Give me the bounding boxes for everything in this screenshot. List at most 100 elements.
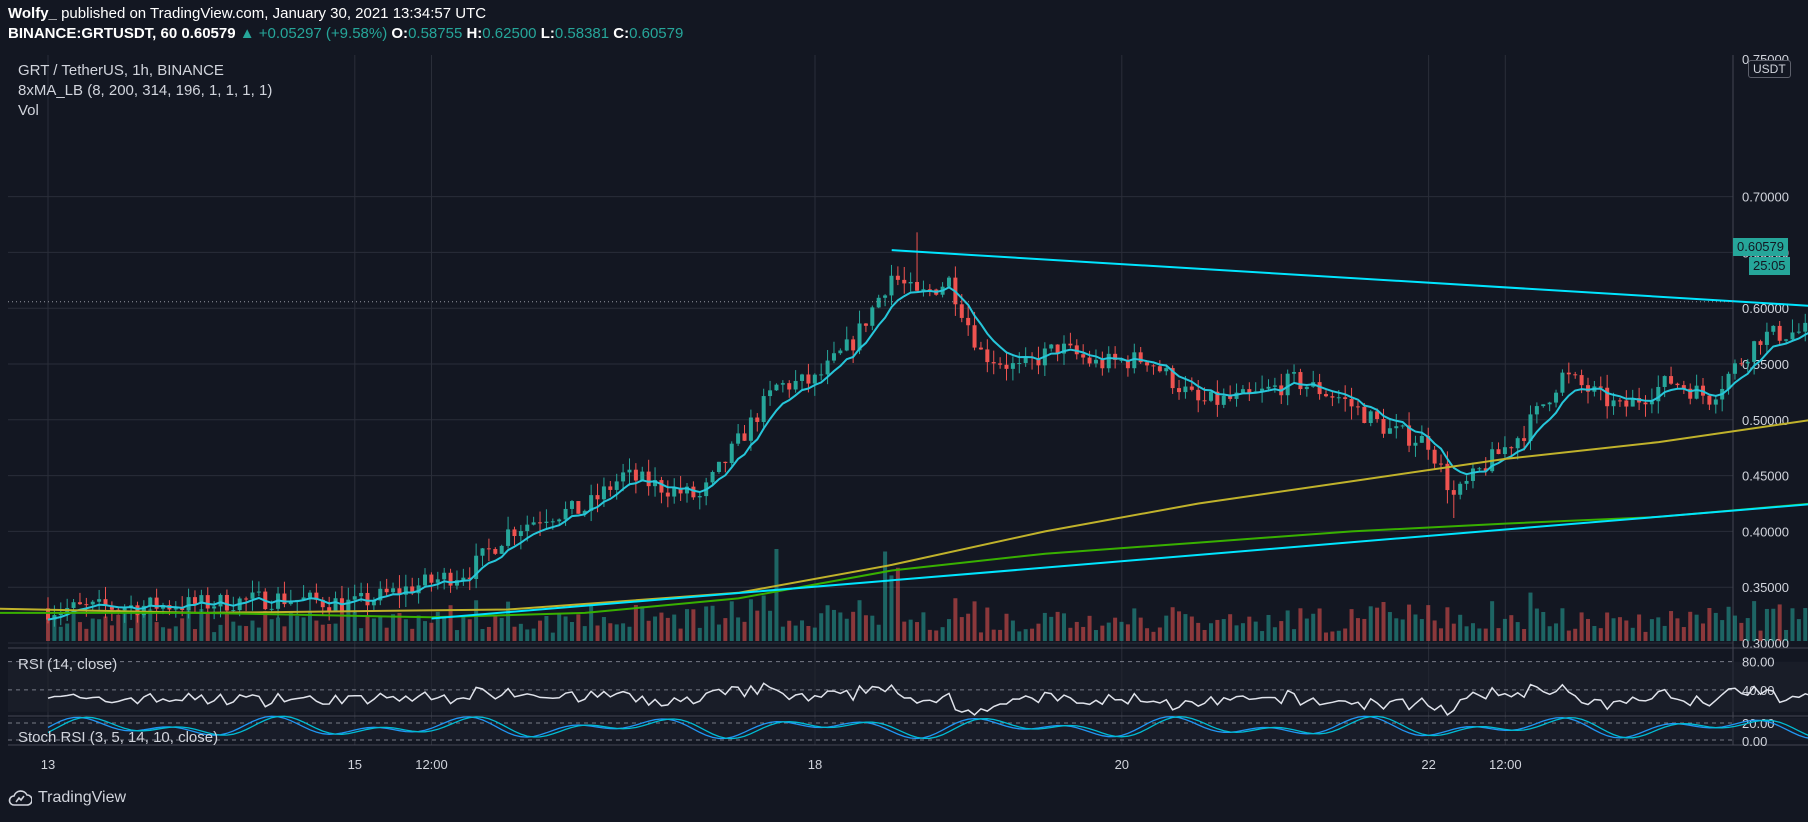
candle-body bbox=[716, 461, 721, 472]
candle-body bbox=[1605, 387, 1610, 407]
volume-bar bbox=[282, 626, 287, 641]
volume-bar bbox=[486, 626, 491, 641]
volume-bar bbox=[1509, 615, 1514, 641]
candle-body bbox=[1624, 400, 1629, 407]
volume-bar bbox=[538, 620, 543, 641]
candle-body bbox=[627, 469, 632, 473]
candle-body bbox=[135, 605, 140, 616]
currency-label[interactable]: USDT bbox=[1748, 60, 1791, 78]
candle-body bbox=[863, 323, 868, 326]
volume-bar bbox=[921, 612, 926, 641]
volume-bar bbox=[276, 617, 281, 641]
volume-bar bbox=[691, 609, 696, 641]
candle-body bbox=[601, 486, 606, 500]
volume-bar bbox=[550, 632, 555, 641]
candle-body bbox=[1643, 402, 1648, 405]
candle-body bbox=[1049, 344, 1054, 349]
time-tick-label: 13 bbox=[41, 757, 55, 772]
volume-bar bbox=[1739, 622, 1744, 641]
rsi-level-label: 80.00 bbox=[1742, 655, 1775, 670]
candle-body bbox=[359, 592, 364, 597]
descending-trendline bbox=[891, 249, 1808, 307]
candle-body bbox=[742, 433, 747, 441]
volume-bar bbox=[416, 615, 421, 641]
volume-bar bbox=[653, 616, 658, 641]
stoch-band bbox=[8, 718, 1808, 740]
price-tick-label: 0.50000 bbox=[1742, 413, 1789, 428]
volume-bar bbox=[1330, 631, 1335, 641]
candle-body bbox=[1400, 425, 1405, 427]
volume-bar bbox=[863, 615, 868, 641]
candle-body bbox=[1560, 372, 1565, 393]
publisher-name[interactable]: Wolfy_ bbox=[8, 5, 57, 22]
volume-bar bbox=[442, 616, 447, 641]
volume-bar bbox=[1228, 614, 1233, 641]
volume-bar bbox=[474, 600, 479, 641]
volume-bar bbox=[1362, 618, 1367, 641]
volume-bar bbox=[1688, 611, 1693, 641]
brand-name: TradingView bbox=[38, 789, 127, 806]
candle-body bbox=[1215, 391, 1220, 405]
candle-body bbox=[1119, 359, 1124, 361]
volume-bar bbox=[205, 613, 210, 641]
volume-bar bbox=[1100, 625, 1105, 641]
candle-body bbox=[531, 522, 536, 525]
volume-bar bbox=[1579, 612, 1584, 641]
candle-body bbox=[224, 594, 229, 611]
price-tick-label: 0.70000 bbox=[1742, 190, 1789, 205]
volume-bar bbox=[978, 632, 983, 641]
rsi-legend[interactable]: RSI (14, close) bbox=[18, 656, 118, 673]
volume-bar bbox=[531, 628, 536, 641]
candle-body bbox=[199, 595, 204, 604]
candle-body bbox=[806, 374, 811, 384]
chart-background bbox=[8, 55, 1733, 745]
price-tick-label: 0.45000 bbox=[1742, 469, 1789, 484]
price-tick-label: 0.40000 bbox=[1742, 524, 1789, 539]
volume-bar bbox=[307, 610, 312, 641]
volume-bar bbox=[1464, 626, 1469, 641]
volume-bar bbox=[1413, 614, 1418, 641]
candle-body bbox=[1324, 394, 1328, 397]
candle-body bbox=[1004, 364, 1009, 369]
candle-body bbox=[1055, 344, 1060, 354]
volume-bar bbox=[959, 617, 964, 641]
rsi-line bbox=[47, 682, 1808, 716]
chart-title[interactable]: GRT / TetherUS, 1h, BINANCE bbox=[18, 62, 224, 79]
candle-body bbox=[52, 615, 57, 620]
volume-bar bbox=[736, 617, 741, 641]
volume-bar bbox=[231, 621, 236, 641]
tradingview-logo[interactable]: TradingView bbox=[8, 789, 126, 807]
symbol-name[interactable]: BINANCE:GRTUSDT, 60 bbox=[8, 25, 178, 42]
current-price-label: 0.60579 bbox=[1733, 238, 1788, 256]
volume-legend[interactable]: Vol bbox=[18, 102, 39, 119]
volume-bar bbox=[1407, 604, 1412, 641]
volume-bar bbox=[461, 616, 466, 641]
candle-body bbox=[1170, 368, 1175, 389]
candle-body bbox=[1272, 385, 1277, 387]
volume-bar bbox=[1106, 622, 1111, 641]
volume-bar bbox=[71, 612, 76, 641]
indicator-legend[interactable]: 8xMA_LB (8, 200, 314, 196, 1, 1, 1, 1) bbox=[18, 82, 273, 99]
volume-bar bbox=[263, 611, 268, 641]
candle-body bbox=[729, 443, 734, 464]
volume-bar bbox=[1592, 626, 1597, 641]
volume-bar bbox=[454, 630, 459, 641]
stoch-rsi-legend[interactable]: Stoch RSI (3, 5, 14, 10, close) bbox=[18, 729, 219, 746]
candle-body bbox=[646, 471, 651, 487]
volume-bar bbox=[697, 627, 702, 641]
candle-body bbox=[1803, 322, 1808, 332]
candle-body bbox=[659, 480, 664, 493]
candle-body bbox=[1419, 435, 1424, 443]
candle-body bbox=[780, 383, 785, 385]
candle-body bbox=[282, 593, 287, 605]
open-label: O: bbox=[391, 25, 409, 42]
candle-body bbox=[454, 580, 459, 586]
candle-body bbox=[97, 599, 102, 602]
candle-body bbox=[346, 599, 351, 611]
volume-bar bbox=[506, 601, 511, 641]
candle-body bbox=[946, 277, 951, 287]
volume-bar bbox=[58, 626, 63, 641]
candle-body bbox=[1796, 331, 1801, 333]
volume-bar bbox=[148, 609, 153, 641]
